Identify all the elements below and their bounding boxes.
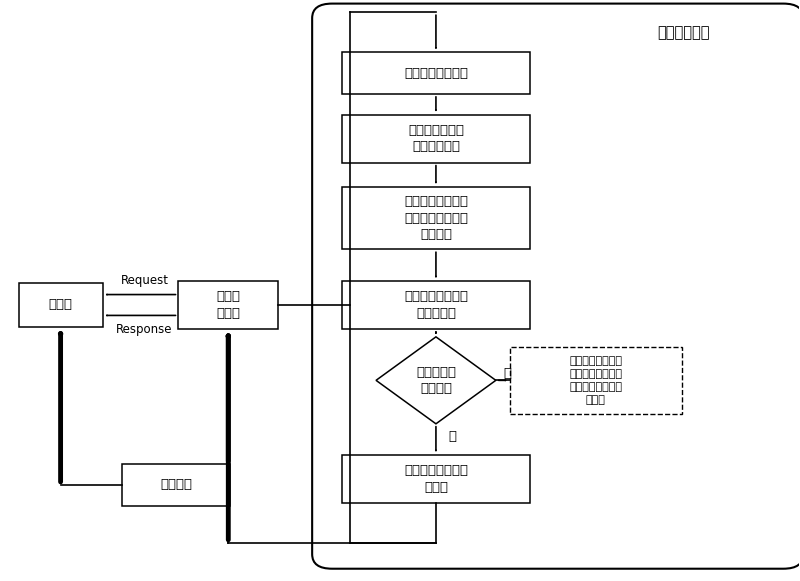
Text: 对请求解压等处理: 对请求解压等处理 (404, 67, 468, 80)
Polygon shape (376, 337, 496, 424)
Text: 否: 否 (448, 430, 456, 443)
Text: 磁盘阵列: 磁盘阵列 (160, 478, 192, 491)
Text: 从元数据文件中
读取文件布局: 从元数据文件中 读取文件布局 (408, 124, 464, 153)
Text: 元数据
服务器: 元数据 服务器 (216, 290, 240, 320)
FancyBboxPatch shape (510, 347, 682, 414)
FancyBboxPatch shape (312, 3, 800, 569)
FancyBboxPatch shape (342, 455, 530, 503)
Text: 客户机: 客户机 (49, 299, 73, 311)
FancyBboxPatch shape (342, 281, 530, 329)
FancyBboxPatch shape (342, 114, 530, 163)
Text: 合并、划分文件布
局的扩展块: 合并、划分文件布 局的扩展块 (404, 290, 468, 320)
FancyBboxPatch shape (342, 52, 530, 94)
Text: 从磁盘空间管理模
块获取空间或向磁
盘空间管理模块释
放空间: 从磁盘空间管理模 块获取空间或向磁 盘空间管理模块释 放空间 (569, 356, 622, 404)
FancyBboxPatch shape (342, 187, 530, 249)
FancyBboxPatch shape (178, 281, 278, 329)
Text: 判断文件布局请求
的类型：获取、提
交或调整: 判断文件布局请求 的类型：获取、提 交或调整 (404, 195, 468, 241)
Text: 需要分配、
释放空间: 需要分配、 释放空间 (416, 365, 456, 395)
FancyBboxPatch shape (122, 464, 230, 505)
Text: 是: 是 (504, 367, 512, 380)
Text: Request: Request (121, 274, 169, 287)
Text: 文件布局管理: 文件布局管理 (658, 25, 710, 40)
FancyBboxPatch shape (18, 284, 102, 327)
Text: Response: Response (116, 323, 173, 336)
Text: 对请求的答复编码
等处理: 对请求的答复编码 等处理 (404, 464, 468, 494)
